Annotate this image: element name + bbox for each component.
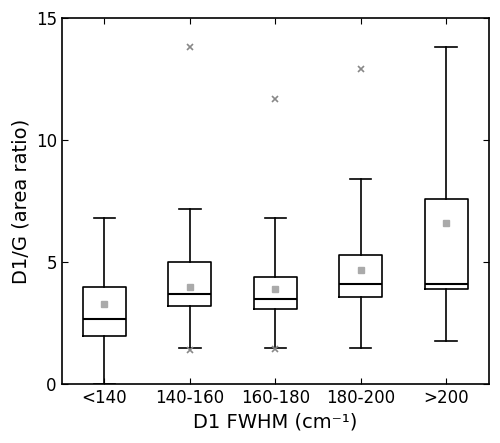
Y-axis label: D1/G (area ratio): D1/G (area ratio) xyxy=(11,119,30,284)
X-axis label: D1 FWHM (cm⁻¹): D1 FWHM (cm⁻¹) xyxy=(193,413,358,432)
